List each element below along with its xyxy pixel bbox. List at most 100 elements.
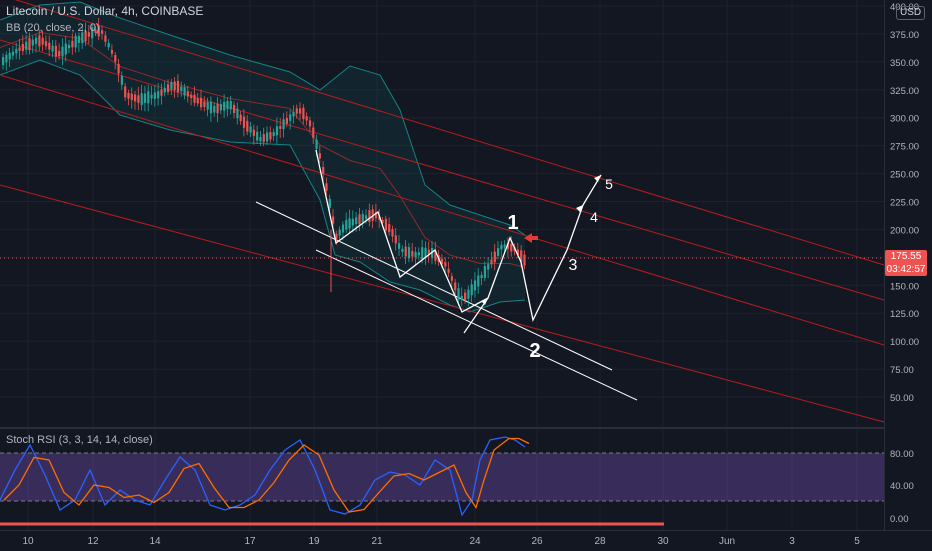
candle-body (252, 129, 255, 136)
candle-body (219, 104, 222, 111)
bb-indicator-label[interactable]: BB (20, close, 2, 0) (6, 22, 100, 34)
candle-body (503, 244, 506, 248)
price-axis-label: 50.00 (890, 393, 914, 404)
candle-body (259, 136, 262, 142)
candle-body (358, 214, 361, 225)
candle-body (444, 262, 447, 267)
candle-body (289, 114, 292, 121)
candle-body (229, 100, 232, 110)
candle-body (77, 35, 81, 43)
candle-body (414, 251, 417, 258)
time-axis-label: 30 (657, 536, 669, 547)
candle-body (332, 216, 335, 224)
rsi-level-label: 40.00 (890, 481, 914, 492)
candle-body (470, 284, 473, 296)
candle-body (388, 224, 391, 233)
candle-body (107, 43, 110, 48)
candle-body (140, 93, 143, 105)
candle-body (186, 91, 189, 97)
candle-body (5, 54, 8, 63)
candle-body (302, 107, 305, 120)
candle-body (391, 229, 394, 237)
stoch-rsi-label[interactable]: Stoch RSI (3, 3, 14, 14, close) (6, 434, 153, 446)
candle-body (124, 86, 127, 98)
wave-label-2: 2 (529, 340, 540, 362)
price-axis[interactable] (884, 0, 932, 530)
currency-badge[interactable]: USD (896, 6, 926, 20)
candle-body (58, 51, 61, 57)
candle-body (292, 112, 295, 117)
candle-body (322, 167, 325, 174)
candle-body (157, 91, 160, 99)
time-axis-label: 12 (87, 536, 99, 547)
candle-body (351, 218, 354, 226)
candle-body (28, 38, 31, 51)
marker-arrow-icon (524, 233, 538, 243)
candle-body (338, 229, 341, 236)
candle-body (200, 97, 203, 108)
candle-body (167, 84, 170, 93)
candle-body (477, 275, 480, 287)
price-axis-label: 400.00 (890, 2, 919, 13)
candle-body (510, 243, 513, 252)
candle-body (38, 35, 41, 47)
channel-line (0, 39, 885, 301)
wave-label-3: 3 (569, 257, 578, 274)
price-axis-label: 225.00 (890, 198, 919, 209)
wedge-lower-line (315, 249, 638, 401)
candle-body (381, 219, 384, 224)
candle-body (31, 39, 34, 46)
candle-body (153, 92, 156, 99)
candle-body (61, 46, 64, 57)
candle-body (262, 134, 265, 142)
candle-body (401, 248, 404, 252)
candle-body (213, 105, 216, 113)
pane-divider[interactable] (0, 427, 884, 429)
candle-body (493, 251, 496, 263)
candle-body (266, 132, 269, 142)
candle-body (328, 198, 331, 209)
candle-body (299, 108, 302, 114)
price-axis-label: 350.00 (890, 58, 919, 69)
symbol-title: Litecoin / U.S. Dollar, 4h, COINBASE (6, 4, 204, 18)
time-axis-label: 3 (789, 536, 795, 547)
time-axis-label: 14 (149, 536, 161, 547)
candle-body (434, 250, 437, 261)
wedge-upper-line (255, 201, 613, 371)
candle-body (480, 275, 483, 279)
candle-body (450, 276, 453, 281)
candle-body (417, 252, 420, 256)
rsi-level-label: 80.00 (890, 449, 914, 460)
candle-body (285, 118, 288, 124)
arrow-head (481, 298, 488, 305)
price-axis-label: 325.00 (890, 86, 919, 97)
candle-body (74, 35, 77, 48)
candle-body (239, 114, 242, 122)
candle-body (15, 48, 18, 54)
candle-body (308, 120, 312, 127)
candle-body (361, 213, 364, 223)
candle-body (464, 292, 467, 301)
candle-body (305, 116, 308, 121)
candle-body (394, 235, 397, 244)
candle-body (97, 25, 100, 37)
time-axis-label: 28 (594, 536, 606, 547)
candle-body (117, 63, 120, 74)
candle-body (216, 103, 219, 114)
candle-body (384, 218, 387, 231)
candle-body (242, 116, 246, 128)
candle-body (91, 27, 94, 39)
candle-body (407, 247, 411, 259)
candle-body (183, 87, 186, 96)
candle-body (48, 42, 51, 50)
candle-body (374, 211, 378, 219)
candle-body (114, 55, 117, 62)
candle-body (487, 264, 490, 270)
candle-body (256, 131, 259, 141)
price-axis-label: 150.00 (890, 281, 919, 292)
price-axis-label: 250.00 (890, 170, 919, 181)
time-axis[interactable] (0, 530, 932, 551)
candle-body (454, 282, 457, 291)
candle-body (8, 52, 11, 60)
